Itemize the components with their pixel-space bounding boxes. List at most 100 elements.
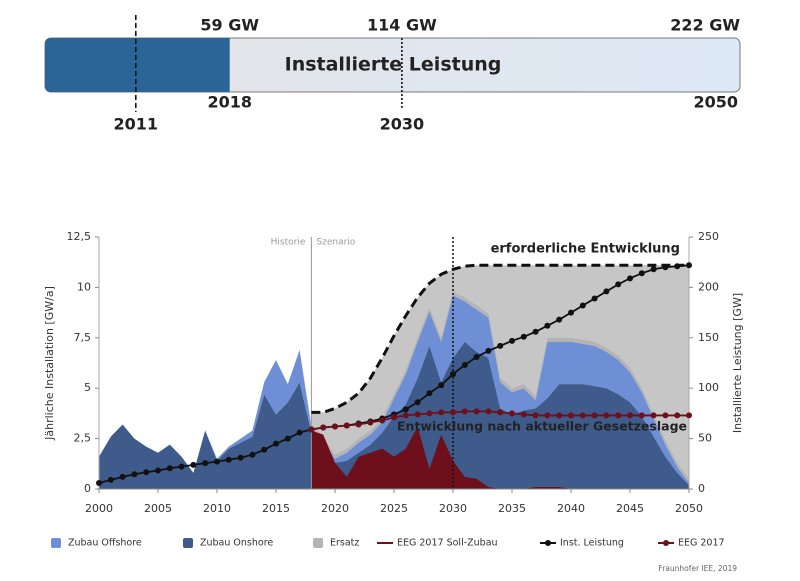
point [485,347,492,354]
legend-label: Ersatz [330,538,359,549]
point [402,412,409,419]
point [544,412,551,419]
point [249,451,256,458]
point [615,281,622,288]
point [355,421,362,428]
y-tick-label: 0 [84,482,91,495]
point [509,410,515,417]
point [603,288,610,295]
y2-tick-label: 200 [698,280,719,293]
point [379,417,386,424]
y2-tick-label: 250 [698,230,719,243]
legend-item: Inst. Leistung [540,538,624,549]
y-axis-label: Jährliche Installation [GW/a] [43,286,56,441]
legend-label: EEG 2017 Soll-Zubau [397,538,498,549]
y-tick-label: 2,5 [74,432,92,445]
point [556,412,563,419]
x-tick-label: 2025 [380,502,408,515]
point [438,409,445,416]
point [261,446,268,453]
legend-swatch [183,538,193,548]
y2-tick-label: 100 [698,381,719,394]
legend-swatch [51,538,61,548]
point [308,426,315,433]
legend-label: Zubau Onshore [200,538,273,549]
point [473,353,480,360]
legend-item: Ersatz [313,538,359,549]
y2-tick-label: 50 [698,432,712,445]
point [202,460,209,467]
point [402,406,409,413]
y-tick-label: 10 [77,280,91,293]
point [686,412,692,419]
point [532,328,539,335]
point [166,465,173,472]
point [615,412,622,419]
value-label: 114 GW [367,16,437,35]
point [556,316,563,323]
y2-tick-label: 0 [698,482,705,495]
y-tick-label: 7,5 [74,331,92,344]
point [509,337,515,344]
point [461,362,468,369]
area [311,426,689,489]
legend-item: Zubau Offshore [51,538,142,549]
point [627,275,633,282]
point [461,408,468,415]
year-label: 2030 [380,115,425,134]
point [296,429,303,436]
point [674,412,681,419]
point [485,408,492,415]
point [391,414,397,421]
point [650,266,657,273]
point [650,412,657,419]
legend-dot [545,540,551,546]
year-label: 2050 [693,93,738,112]
point [544,322,551,329]
point [284,435,291,442]
point [520,333,527,340]
x-tick-label: 2005 [144,502,172,515]
point [497,409,504,416]
point [579,412,586,419]
point [426,410,433,417]
point [497,342,504,349]
line [311,263,689,414]
point [107,476,114,483]
point [367,419,374,426]
point [332,423,338,430]
point [273,440,279,447]
point [119,473,126,480]
point [603,412,610,419]
point [591,295,598,302]
point [143,469,150,476]
point [190,461,197,468]
phase-label: Szenario [316,238,355,248]
x-tick-label: 2035 [498,502,526,515]
legend-label: Inst. Leistung [560,538,624,549]
point [237,454,244,461]
year-label: 2011 [114,115,159,134]
point [426,390,433,397]
annotation: Entwicklung nach aktueller Gesetzeslage [397,419,687,434]
y-tick-label: 12,5 [67,230,92,243]
annotation: erforderliche Entwicklung [491,242,680,257]
year-label: 2018 [207,93,252,112]
point [155,467,161,474]
point [568,309,574,316]
point [214,458,220,465]
point [178,463,185,470]
point [532,412,539,419]
x-tick-label: 2040 [557,502,585,515]
point [414,411,421,418]
point [520,411,527,418]
y2-axis-label: Installierte Leistung [GW] [731,293,744,433]
legend-item: EEG 2017 Soll-Zubau [377,538,498,549]
point [686,262,692,269]
legend-label: Zubau Offshore [68,538,142,549]
x-tick-label: 2030 [439,502,467,515]
point [131,471,138,478]
legend-item: EEG 2017 [658,538,725,549]
stacked-area [99,341,689,489]
